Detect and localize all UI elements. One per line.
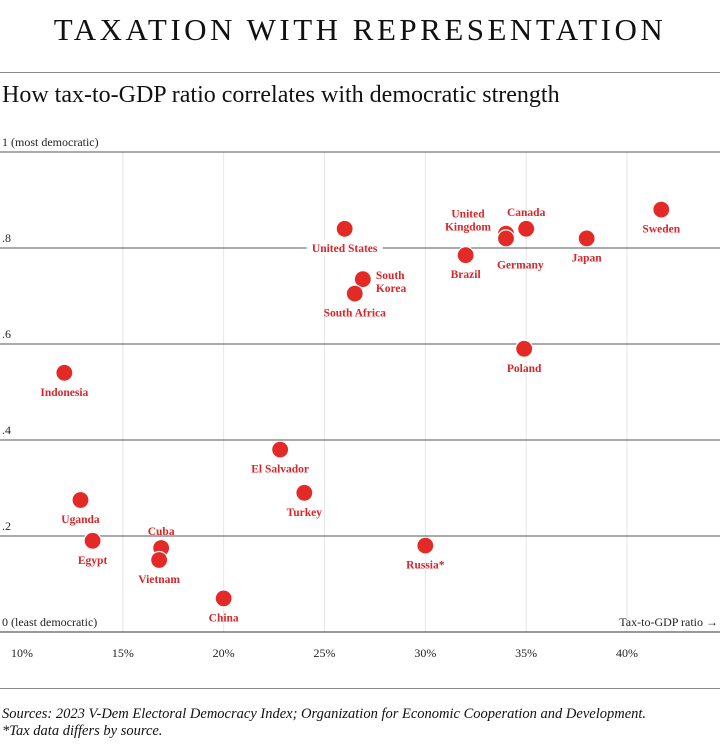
data-point xyxy=(335,219,354,238)
x-axis-label: Tax-to-GDP ratio → xyxy=(619,615,718,629)
scatter-chart: 0 (least democratic) .2 .4 .6 .8 1 (most demo… xyxy=(0,135,720,660)
y-tick-label: .2 xyxy=(2,519,11,533)
data-point xyxy=(456,246,475,265)
label-background xyxy=(306,240,383,256)
x-tick-label: 10% xyxy=(11,646,33,660)
y-tick-label: 1 (most democratic) xyxy=(2,135,99,149)
sources-note: Sources: 2023 V-Dem Electoral Democracy … xyxy=(2,706,647,722)
data-point xyxy=(577,229,596,248)
tax-footnote: *Tax data differs by source. xyxy=(2,723,163,739)
point-label: United States xyxy=(312,243,378,255)
point-label: South Africa xyxy=(324,308,387,320)
data-point xyxy=(214,589,233,608)
footer-notes: Sources: 2023 V-Dem Electoral Democracy … xyxy=(2,706,646,740)
x-tick-label: 35% xyxy=(515,646,537,660)
point-label: Japan xyxy=(572,252,603,264)
data-point xyxy=(496,229,516,248)
point-label: South Korea xyxy=(376,270,407,295)
data-point xyxy=(83,531,102,550)
data-point xyxy=(652,200,671,219)
point-label: Germany xyxy=(497,259,544,271)
point-label: Russia* xyxy=(406,560,445,572)
top-divider xyxy=(0,72,720,73)
point-label: El Salvador xyxy=(251,464,309,476)
data-point xyxy=(515,339,534,358)
data-point xyxy=(345,284,364,303)
x-tick-label: 15% xyxy=(112,646,134,660)
data-point xyxy=(295,483,314,502)
data-point xyxy=(55,363,74,382)
data-point xyxy=(353,270,372,289)
point-label: Sweden xyxy=(642,224,680,236)
data-point xyxy=(271,440,290,459)
chart-subtitle: How tax-to-GDP ratio correlates with dem… xyxy=(2,82,560,108)
headline: TAXATION WITH REPRESENTATION xyxy=(53,12,667,47)
point-label: Indonesia xyxy=(40,387,88,399)
y-tick-label: .6 xyxy=(2,327,11,341)
point-label: Egypt xyxy=(78,555,108,567)
point-label: Turkey xyxy=(287,507,323,519)
x-tick-label: 25% xyxy=(314,646,336,660)
point-label: Uganda xyxy=(61,514,100,526)
point-label: Poland xyxy=(507,363,542,375)
data-point xyxy=(71,490,90,510)
bottom-divider xyxy=(0,688,720,689)
point-label: United Kingdom xyxy=(445,209,491,234)
point-label: Vietnam xyxy=(138,574,180,586)
y-tick-label: 0 (least democratic) xyxy=(2,615,97,629)
point-label: Cuba xyxy=(148,526,175,538)
data-point xyxy=(517,219,536,238)
x-tick-label: 20% xyxy=(213,646,235,660)
x-tick-label: 30% xyxy=(414,646,436,660)
data-point xyxy=(416,536,435,555)
point-label: China xyxy=(209,612,239,624)
data-point xyxy=(150,550,169,570)
y-tick-label: .4 xyxy=(2,423,11,437)
y-tick-label: .8 xyxy=(2,231,11,245)
point-label: Brazil xyxy=(451,269,481,281)
point-label: Canada xyxy=(507,207,546,219)
x-tick-label: 40% xyxy=(616,646,638,660)
